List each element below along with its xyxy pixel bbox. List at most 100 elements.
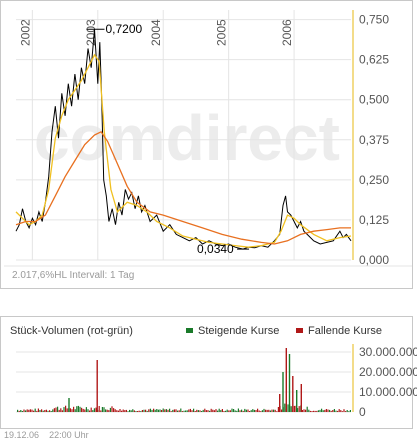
volume-bar xyxy=(41,409,43,412)
volume-bar xyxy=(205,410,207,412)
volume-bar xyxy=(193,408,195,412)
volume-bar xyxy=(311,411,313,412)
y-tick-label: 0,625 xyxy=(359,53,389,67)
volume-bar xyxy=(124,410,126,412)
volume-bar xyxy=(273,409,275,412)
volume-bar xyxy=(106,409,108,412)
low-label: 0,0340 xyxy=(197,242,234,256)
volume-bar xyxy=(167,409,169,412)
vol-y-tick-label: 0 xyxy=(359,405,366,419)
volume-bar xyxy=(105,409,107,412)
volume-bar xyxy=(197,410,199,412)
volume-bar xyxy=(274,409,276,412)
volume-bar xyxy=(196,409,198,412)
volume-bar xyxy=(63,407,65,412)
volume-bar xyxy=(159,409,161,412)
volume-bar xyxy=(314,410,316,412)
series-line-2 xyxy=(15,130,351,245)
watermark-text: comdirect xyxy=(34,102,340,174)
high-label: 0,7200 xyxy=(105,22,142,36)
volume-bar xyxy=(146,410,148,412)
volume-bar xyxy=(127,411,129,412)
volume-bar xyxy=(165,409,167,412)
volume-bar xyxy=(98,406,100,412)
volume-bar xyxy=(239,410,241,412)
volume-bar xyxy=(290,406,292,412)
volume-bar xyxy=(269,410,271,412)
volume-bar xyxy=(58,409,60,412)
volume-bar xyxy=(92,410,94,412)
volume-bar xyxy=(178,410,180,412)
volume-bar xyxy=(100,410,102,412)
volume-bar xyxy=(322,410,324,412)
volume-bar xyxy=(113,408,115,412)
volume-bar xyxy=(260,411,262,412)
volume-bar xyxy=(84,409,86,412)
volume-bar xyxy=(28,409,30,412)
volume-bar xyxy=(261,410,263,412)
volume-bar xyxy=(255,410,257,412)
volume-bar xyxy=(129,409,131,412)
volume-chart: Stück-Volumen (rot-grün) Steigende Kurse F… xyxy=(0,316,417,429)
interval-info-text: 2.017,6%HL Intervall: 1 Tag xyxy=(12,270,134,281)
volume-bar xyxy=(329,409,331,412)
volume-bar xyxy=(55,407,57,412)
volume-bar xyxy=(188,409,190,412)
y-tick-label: 0,750 xyxy=(359,13,389,27)
volume-bar xyxy=(25,410,27,412)
volume-bar xyxy=(236,410,238,412)
volume-bar xyxy=(348,411,350,412)
volume-bar xyxy=(108,410,110,412)
volume-bar xyxy=(81,407,83,412)
volume-bar xyxy=(202,409,204,412)
volume-bar xyxy=(29,409,31,412)
volume-bar xyxy=(132,409,134,412)
x-tick-label: 2006 xyxy=(280,19,294,46)
volume-bar xyxy=(31,409,33,412)
volume-bar xyxy=(119,409,121,412)
volume-bar xyxy=(37,408,39,412)
volume-bar xyxy=(61,410,63,412)
volume-bar xyxy=(252,409,254,412)
volume-bar xyxy=(23,409,25,412)
volume-bar xyxy=(34,408,36,412)
volume-bar xyxy=(157,409,159,412)
volume-bar xyxy=(173,409,175,412)
volume-bar xyxy=(39,410,41,412)
volume-bar xyxy=(172,409,174,412)
volume-bar xyxy=(151,409,153,412)
volume-bar xyxy=(250,410,252,412)
volume-bar xyxy=(306,406,308,412)
volume-bar xyxy=(207,410,209,412)
volume-bar xyxy=(137,411,139,412)
volume-bar xyxy=(164,409,166,412)
volume-bar xyxy=(229,410,231,412)
volume-bar xyxy=(301,410,303,412)
legend-swatch-0 xyxy=(186,328,193,333)
volume-bar xyxy=(109,407,111,412)
volume-bar xyxy=(130,410,132,412)
volume-bar xyxy=(293,405,295,412)
volume-bar xyxy=(74,409,76,412)
vol-y-tick-label: 10.000.000 xyxy=(359,385,417,399)
volume-bar xyxy=(343,409,345,412)
volume-bar xyxy=(345,411,347,412)
volume-bar xyxy=(69,408,71,412)
volume-bar xyxy=(161,410,163,412)
volume-bar xyxy=(73,406,75,412)
volume-bar xyxy=(231,408,233,412)
volume-bar xyxy=(65,405,67,412)
volume-bar xyxy=(212,409,214,412)
volume-bar xyxy=(60,408,62,412)
volume-bar xyxy=(258,410,260,412)
volume-spike-bar xyxy=(300,384,302,412)
volume-bar xyxy=(332,410,334,412)
volume-bar xyxy=(42,410,44,412)
volume-bar xyxy=(341,411,343,412)
volume-bar xyxy=(210,408,212,412)
volume-bar xyxy=(180,408,182,412)
volume-bar xyxy=(340,410,342,412)
volume-bar xyxy=(317,410,319,412)
volume-bar xyxy=(253,409,255,412)
volume-bar xyxy=(18,410,20,412)
